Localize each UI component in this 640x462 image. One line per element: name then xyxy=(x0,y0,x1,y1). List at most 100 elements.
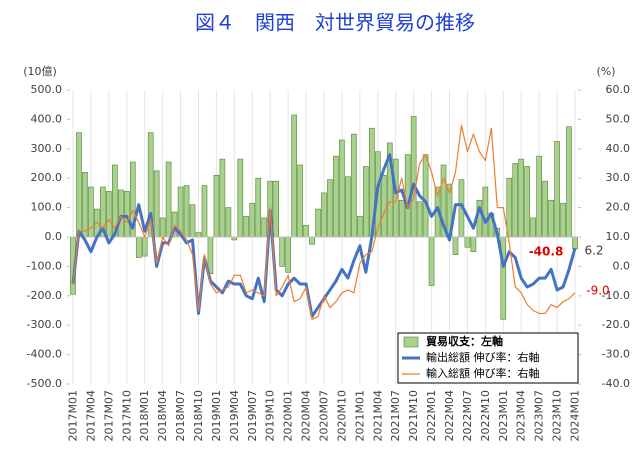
bar xyxy=(213,174,220,238)
bar xyxy=(309,236,315,245)
bar xyxy=(76,132,82,238)
bar xyxy=(159,217,166,238)
bar xyxy=(82,172,88,238)
bar xyxy=(327,179,333,238)
y-tick-label: -500.0 xyxy=(27,377,62,390)
x-tick-label: 2019M10 xyxy=(264,390,277,441)
bar xyxy=(237,158,244,238)
x-tick-label: 2018M04 xyxy=(156,390,169,441)
data-label: -40.8 xyxy=(529,245,564,259)
bar xyxy=(201,185,208,238)
x-tick-label: 2019M04 xyxy=(228,390,241,441)
bar xyxy=(548,199,554,238)
x-tick-label: 2022M04 xyxy=(443,390,456,441)
x-tick-label: 2022M01 xyxy=(425,390,438,441)
y2-tick-label: -30.0 xyxy=(602,348,630,361)
y-tick-label: 0.0 xyxy=(45,230,63,243)
x-tick-label: 2017M10 xyxy=(120,390,133,441)
x-tick-label: 2021M04 xyxy=(371,390,384,441)
x-tick-label: 2022M07 xyxy=(461,390,474,441)
legend-label: 貿易収支：左軸 xyxy=(426,334,503,348)
legend-box xyxy=(397,332,579,384)
bar xyxy=(357,216,363,238)
chart-title: 図４ 関西 対世界貿易の推移 xyxy=(195,11,475,35)
bar xyxy=(410,116,417,238)
y-tick-label: -100.0 xyxy=(27,259,62,272)
x-tick-label: 2018M07 xyxy=(174,390,187,441)
y-tick-label: 500.0 xyxy=(31,83,63,96)
bar xyxy=(219,158,226,238)
x-tick-label: 2021M01 xyxy=(353,390,366,441)
y2-tick-label: -10.0 xyxy=(602,289,630,302)
x-tick-label: 2022M10 xyxy=(479,390,492,441)
x-tick-label: 2020M01 xyxy=(282,390,295,441)
bar xyxy=(291,114,297,238)
bar xyxy=(333,155,339,238)
bar xyxy=(345,176,351,238)
bar xyxy=(183,185,190,238)
x-tick-label: 2023M01 xyxy=(497,390,510,441)
x-tick-label: 2023M10 xyxy=(551,390,564,441)
bar xyxy=(392,158,399,238)
x-tick-label: 2021M10 xyxy=(407,390,420,441)
bar xyxy=(560,202,566,238)
bar xyxy=(351,133,357,238)
x-tick-label: 2023M07 xyxy=(533,390,546,441)
bar xyxy=(243,216,250,238)
bar xyxy=(572,236,578,250)
y2-tick-label: 10.0 xyxy=(606,230,631,243)
data-label: 6.2 xyxy=(584,244,603,258)
bar xyxy=(106,191,112,238)
y-tick-label: -300.0 xyxy=(27,318,62,331)
bar xyxy=(153,170,160,238)
y-tick-label: 400.0 xyxy=(31,112,63,125)
line xyxy=(72,124,576,320)
bar xyxy=(189,204,196,238)
bar xyxy=(470,236,477,252)
y-tick-label: -200.0 xyxy=(27,289,62,302)
bar xyxy=(249,202,256,238)
y-axis-label: (10億) xyxy=(23,65,57,78)
data-label: -9.0 xyxy=(586,284,609,298)
bar xyxy=(255,177,262,238)
y-tick-label: 100.0 xyxy=(31,201,63,214)
x-tick-label: 2017M01 xyxy=(66,390,79,441)
bar xyxy=(363,166,369,238)
y2-axis-label: (%) xyxy=(596,65,615,78)
x-tick-label: 2023M04 xyxy=(515,390,528,441)
legend-swatch xyxy=(403,336,419,348)
bar xyxy=(380,174,387,238)
bar xyxy=(297,164,303,238)
x-tick-label: 2020M04 xyxy=(300,390,313,441)
y-tick-label: 300.0 xyxy=(31,142,63,155)
y2-tick-label: 30.0 xyxy=(606,171,631,184)
bar xyxy=(398,199,405,238)
bar xyxy=(428,236,435,286)
bar xyxy=(261,217,268,238)
y2-tick-label: 50.0 xyxy=(606,112,631,125)
x-tick-label: 2018M01 xyxy=(138,390,151,441)
x-tick-label: 2020M10 xyxy=(335,390,348,441)
line xyxy=(71,153,577,318)
bar xyxy=(524,166,531,238)
y-tick-label: -400.0 xyxy=(27,348,62,361)
bar xyxy=(225,207,232,238)
bar xyxy=(542,180,548,238)
bar xyxy=(303,224,309,238)
bar xyxy=(321,192,327,238)
y-tick-label: 200.0 xyxy=(31,171,63,184)
y2-tick-label: 20.0 xyxy=(606,201,631,214)
bar xyxy=(285,236,291,273)
bar xyxy=(195,232,202,238)
bar xyxy=(315,208,321,238)
x-tick-label: 2017M04 xyxy=(84,390,97,441)
bar xyxy=(536,155,542,238)
y2-tick-label: 40.0 xyxy=(606,142,631,155)
y2-tick-label: 60.0 xyxy=(606,83,631,96)
bar xyxy=(135,236,142,258)
bar xyxy=(339,139,345,238)
y2-tick-label: -40.0 xyxy=(602,377,630,390)
bar xyxy=(422,154,429,238)
x-tick-label: 2018M10 xyxy=(192,390,205,441)
